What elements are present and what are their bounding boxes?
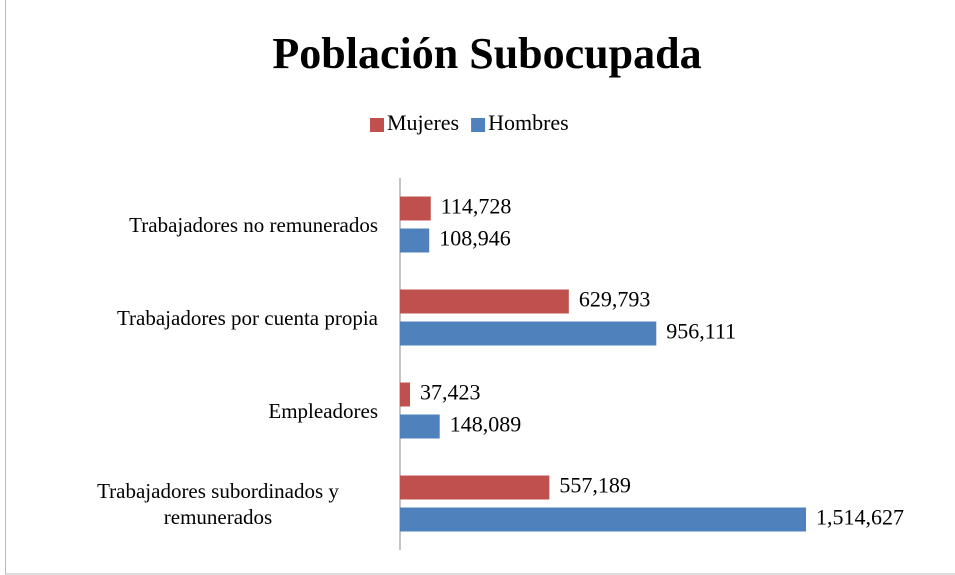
bar	[400, 321, 657, 346]
data-label: 557,189	[559, 473, 631, 498]
bar	[400, 475, 550, 500]
data-label: 1,514,627	[816, 505, 904, 530]
data-label: 37,423	[420, 380, 481, 405]
bar	[400, 414, 440, 439]
category-text: Trabajadores no remunerados	[129, 212, 378, 237]
category-label: Trabajadores no remunerados	[48, 195, 378, 255]
bar	[400, 507, 806, 532]
category-label: Empleadores	[48, 381, 378, 441]
data-label: 629,793	[579, 287, 651, 312]
data-label: 148,089	[450, 412, 522, 437]
legend-label: Mujeres	[387, 110, 459, 135]
bar	[400, 196, 431, 221]
data-label: 108,946	[439, 226, 511, 251]
chart-title: Población Subocupada	[272, 29, 701, 78]
legend-swatch	[370, 118, 384, 132]
data-label: 114,728	[441, 194, 512, 219]
category-label: Trabajadores subordinados y remunerados	[48, 474, 378, 534]
legend-swatch	[471, 118, 486, 132]
category-text: Empleadores	[268, 398, 378, 423]
legend-label: Hombres	[488, 110, 569, 135]
bar	[400, 382, 411, 407]
category-text: Trabajadores por cuenta propia	[116, 305, 378, 330]
category-label: Trabajadores por cuenta propia	[48, 288, 378, 348]
bar	[400, 228, 430, 253]
bar	[400, 289, 569, 314]
data-label: 956,111	[666, 319, 736, 344]
frame	[5, 0, 955, 575]
category-text: Trabajadores subordinados y remunerados	[97, 478, 339, 529]
